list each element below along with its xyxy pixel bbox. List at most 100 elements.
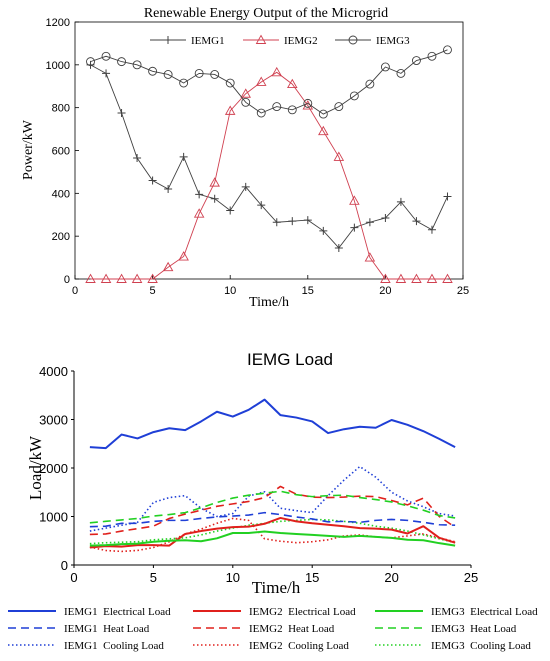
- data-point-iemg1: [257, 201, 266, 210]
- x-tick-label: 10: [224, 285, 236, 297]
- legend-item-iemg3-cooling-load: IEMG3 Cooling Load: [375, 640, 531, 652]
- data-point-iemg1: [148, 176, 157, 185]
- data-point-iemg1: [164, 185, 173, 194]
- data-point-iemg3: [241, 97, 251, 107]
- data-point-iemg2: [426, 273, 438, 283]
- data-point-iemg1: [102, 69, 111, 78]
- legend-swatch-marker: [348, 35, 358, 45]
- data-point-iemg1: [226, 206, 235, 215]
- legend-item-iemg3-electrical-load: IEMG3 Electrical Load: [375, 606, 538, 618]
- data-point-iemg2: [287, 78, 298, 89]
- data-point-iemg1: [288, 217, 297, 226]
- data-point-iemg3: [256, 108, 266, 118]
- data-point-iemg1: [365, 218, 374, 227]
- legend-item-iemg1-heat-load: IEMG1 Heat Load: [8, 623, 150, 635]
- data-point-iemg2: [380, 273, 391, 283]
- output-chart-y-axis-label: Power/kW: [21, 119, 36, 180]
- legend-swatch-marker: [255, 34, 267, 44]
- data-point-iemg1: [179, 152, 188, 161]
- x-tick-label: 5: [150, 285, 156, 297]
- data-point-iemg1: [210, 194, 219, 203]
- load-chart: IEMG Load Time/h Load/kW 0 5 10 15 20 25 0 1000…: [8, 350, 538, 652]
- series-iemg3: [86, 45, 452, 119]
- data-point-iemg2: [162, 261, 174, 272]
- data-point-iemg3: [349, 91, 359, 101]
- output-chart-title: Renewable Energy Output of the Microgrid: [144, 6, 388, 21]
- x-tick-label: 20: [379, 285, 391, 297]
- data-point-iemg3: [132, 60, 142, 70]
- data-point-iemg1: [443, 192, 452, 201]
- x-tick-label: 20: [384, 570, 398, 585]
- data-point-iemg3: [287, 105, 297, 115]
- data-point-iemg3: [225, 78, 235, 88]
- data-point-iemg3: [303, 98, 313, 108]
- series-line-iemg2-electrical-load: [89, 516, 456, 549]
- legend-item-iemg2-heat-load: IEMG2 Heat Load: [193, 623, 335, 635]
- data-point-iemg3: [148, 66, 158, 76]
- load-chart-y-axis-label: Load/kW: [26, 435, 45, 500]
- y-tick-label: 1000: [46, 60, 70, 72]
- data-point-iemg2: [178, 251, 189, 261]
- x-tick-label: 15: [305, 570, 319, 585]
- legend-label: IEMG1: [191, 35, 225, 47]
- data-point-iemg3: [334, 102, 344, 112]
- x-tick-label: 15: [302, 285, 314, 297]
- legend-item-iemg2-electrical-load: IEMG2 Electrical Load: [193, 606, 356, 618]
- data-point-iemg1: [334, 243, 343, 252]
- y-tick-label: 0: [61, 558, 68, 573]
- data-point-iemg1: [350, 223, 359, 232]
- data-point-iemg2: [442, 273, 453, 283]
- y-tick-label: 400: [52, 188, 70, 200]
- legend-label: IEMG1 Heat Load: [64, 623, 150, 635]
- legend-label: IEMG3: [376, 35, 410, 47]
- series-line-iemg1-cooling-load: [89, 465, 456, 532]
- x-tick-label: 0: [70, 570, 77, 585]
- legend-label: IEMG2 Heat Load: [249, 623, 335, 635]
- legend-swatch-marker: [164, 36, 172, 44]
- data-point-iemg2: [255, 76, 267, 86]
- data-point-iemg3: [101, 51, 111, 61]
- data-point-iemg3: [427, 51, 437, 61]
- series-line-iemg2-heat-load: [89, 485, 456, 536]
- series-line-iemg1: [90, 64, 448, 249]
- data-point-iemg1: [381, 213, 390, 222]
- load-chart-ticks: 0 5 10 15 20 25 0 1000 2000 3000 4000: [39, 364, 478, 585]
- x-tick-label: 25: [457, 285, 469, 297]
- output-chart: Renewable Energy Output of the Microgrid…: [21, 6, 469, 310]
- y-tick-label: 1000: [39, 510, 68, 525]
- data-point-iemg1: [303, 216, 312, 225]
- y-tick-label: 2000: [39, 461, 68, 476]
- legend-label: IEMG3 Electrical Load: [431, 606, 538, 618]
- legend-item-iemg1-cooling-load: IEMG1 Cooling Load: [8, 640, 164, 652]
- data-point-iemg3: [194, 68, 204, 78]
- legend-label: IEMG3 Cooling Load: [431, 640, 531, 652]
- legend-item-iemg2: IEMG2: [243, 34, 318, 47]
- legend-label: IEMG1 Cooling Load: [64, 640, 164, 652]
- data-point-iemg1: [133, 153, 142, 162]
- legend-item-iemg3-heat-load: IEMG3 Heat Load: [375, 623, 517, 635]
- legend-item-iemg3: IEMG3: [335, 35, 410, 47]
- data-point-iemg3: [210, 70, 220, 79]
- data-point-iemg1: [117, 109, 126, 118]
- data-point-iemg2: [209, 177, 220, 187]
- y-tick-label: 3000: [39, 413, 68, 428]
- data-point-iemg2: [271, 66, 283, 77]
- data-point-iemg2: [395, 273, 407, 283]
- x-tick-label: 25: [464, 570, 478, 585]
- data-point-iemg3: [86, 57, 95, 67]
- data-point-iemg3: [396, 68, 406, 78]
- load-chart-title: IEMG Load: [247, 350, 333, 369]
- data-point-iemg3: [411, 56, 421, 65]
- data-point-iemg3: [443, 45, 452, 55]
- x-tick-label: 5: [150, 570, 157, 585]
- data-point-iemg2: [349, 195, 360, 205]
- data-point-iemg2: [411, 273, 422, 283]
- data-point-iemg3: [365, 79, 375, 89]
- legend-label: IEMG2 Cooling Load: [249, 640, 349, 652]
- y-tick-label: 1200: [46, 17, 70, 29]
- data-point-iemg2: [318, 125, 329, 136]
- data-point-iemg2: [131, 273, 143, 283]
- data-point-iemg2: [364, 252, 376, 262]
- data-point-iemg1: [396, 197, 405, 206]
- legend-label: IEMG2: [284, 35, 318, 47]
